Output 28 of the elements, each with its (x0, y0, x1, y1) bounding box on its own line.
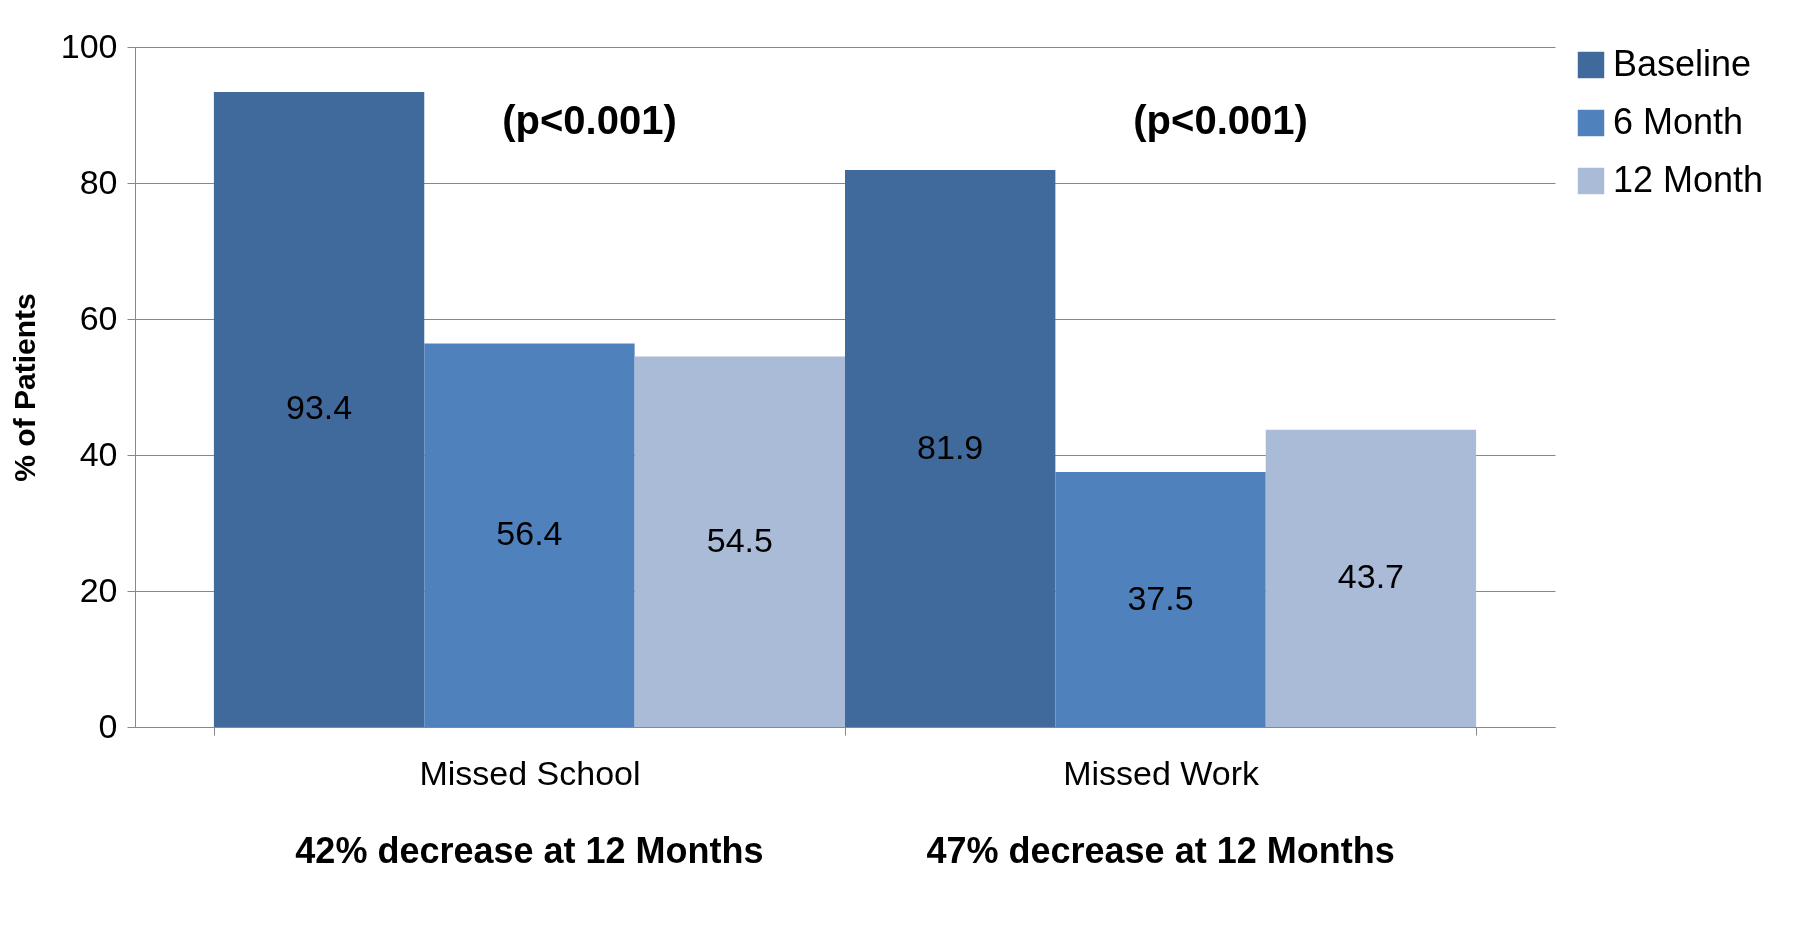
data-label: 81.9 (917, 427, 984, 466)
text: 47% decrease at 12 Months (926, 830, 1395, 871)
annotation: (p<0.001) (1133, 98, 1308, 142)
text: 42% decrease at 12 Months (295, 830, 764, 871)
bar (424, 343, 635, 727)
y-tick-label: 100 (60, 26, 118, 65)
legend-label: 6 Month (1613, 101, 1744, 142)
y-tick-label: 0 (98, 706, 118, 745)
bar (213, 91, 425, 727)
y-tick-label: 40 (79, 434, 118, 473)
annotation: (p<0.001) (502, 98, 677, 142)
y-tick-label: 60 (79, 298, 118, 337)
bar (845, 170, 1056, 727)
y-tick-label: 20 (79, 570, 118, 609)
legend-label: Baseline (1613, 43, 1752, 84)
bar (1055, 472, 1266, 727)
y-axis-title: % of Patients (7, 293, 41, 482)
data-label: 93.4 (285, 388, 353, 427)
data-label: 54.5 (706, 520, 773, 559)
y-tick-label: 80 (79, 162, 118, 201)
data-label: 43.7 (1337, 557, 1405, 596)
x-tick-label: Missed Work (1063, 753, 1260, 792)
x-tick-label: Missed School (419, 753, 641, 792)
legend-label: 12 Month (1613, 159, 1764, 200)
bar (1265, 429, 1477, 727)
data-label: 37.5 (1127, 578, 1194, 617)
bar (634, 356, 845, 727)
data-label: 56.4 (496, 514, 563, 553)
